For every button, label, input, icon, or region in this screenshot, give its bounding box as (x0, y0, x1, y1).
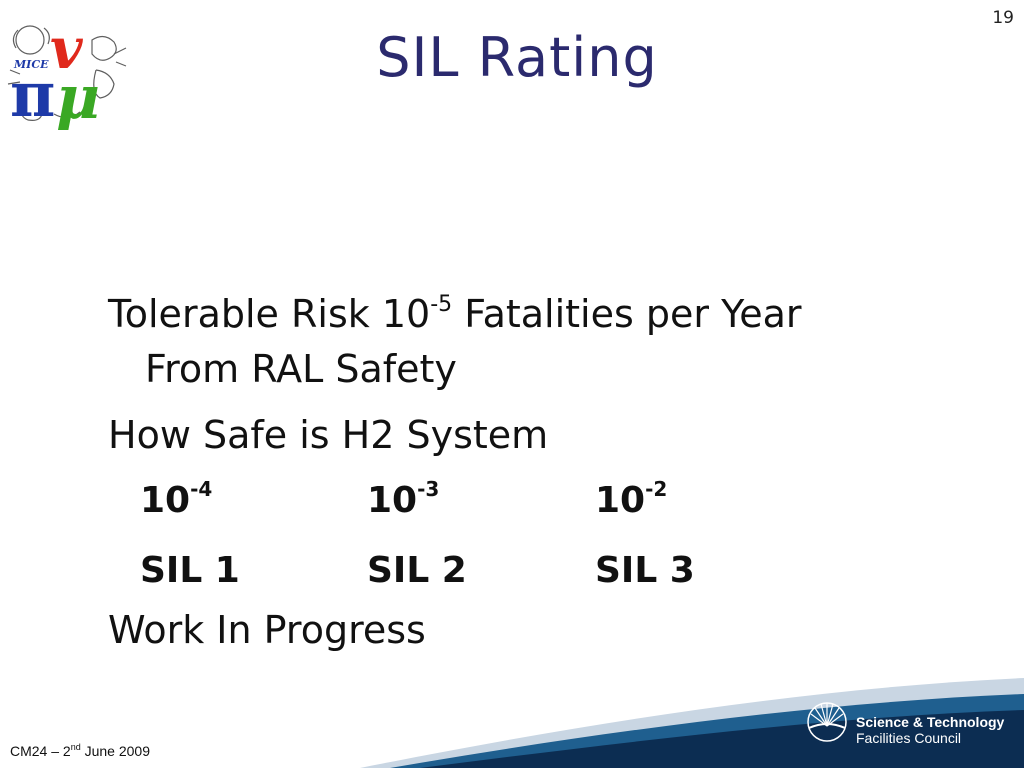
svg-text:v: v (50, 16, 84, 82)
slide-title: SIL Rating (376, 26, 658, 89)
tolerable-risk-tail: Fatalities per Year (452, 292, 802, 336)
mice-logo: v π μ MICE (4, 10, 130, 133)
probability-2-base: 10 (367, 480, 418, 521)
stfc-wordmark: Science & Technology Facilities Council (856, 714, 1004, 746)
tolerable-risk-continuation: From RAL Safety (145, 347, 457, 391)
tolerable-risk-exponent: -5 (430, 292, 453, 317)
probability-3: 10-2 (595, 477, 668, 521)
svg-text:π: π (10, 58, 55, 130)
probability-2: 10-3 (367, 477, 440, 521)
probability-2-exp: -3 (417, 477, 440, 501)
probability-3-base: 10 (595, 480, 646, 521)
footer-sup: nd (70, 742, 81, 752)
probability-1: 10-4 (140, 477, 213, 521)
stfc-logo-icon (807, 702, 847, 742)
footer-prefix: CM24 – 2 (10, 743, 71, 759)
tolerable-risk-main: Tolerable Risk 10 (108, 292, 431, 336)
svg-text:μ: μ (56, 63, 100, 130)
stfc-line-1: Science & Technology (856, 714, 1005, 730)
work-in-progress-line: Work In Progress (108, 608, 426, 652)
footer-date: CM24 – 2nd June 2009 (10, 742, 151, 760)
slide-number: 19 (992, 8, 1014, 28)
sil-level-1: SIL 1 (140, 550, 240, 591)
mice-label: MICE (13, 58, 49, 71)
sil-level-3: SIL 3 (595, 550, 695, 591)
footer-suffix: June 2009 (80, 743, 151, 759)
tolerable-risk-line: Tolerable Risk 10-5 Fatalities per Year (108, 292, 802, 336)
h2-system-line: How Safe is H2 System (108, 413, 549, 457)
probability-3-exp: -2 (645, 477, 668, 501)
probability-1-exp: -4 (190, 477, 213, 501)
stfc-line-2: Facilities Council (856, 730, 962, 746)
probability-1-base: 10 (140, 480, 191, 521)
sil-level-2: SIL 2 (367, 550, 467, 591)
footer-swoosh (360, 678, 1024, 768)
